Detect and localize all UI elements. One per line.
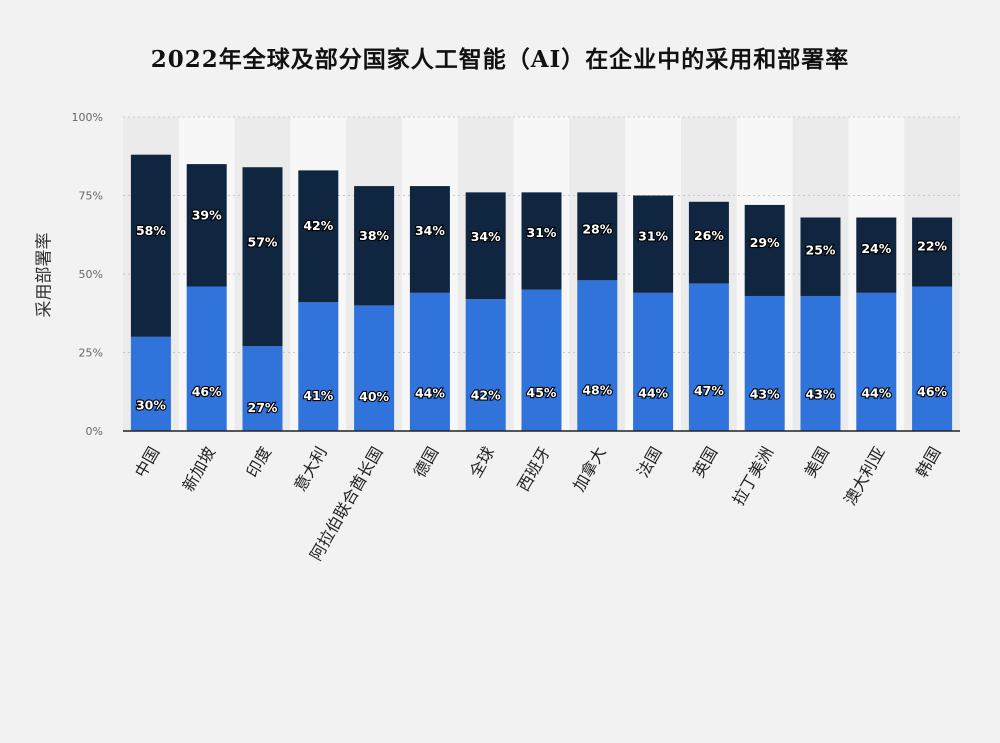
bar-segment-lower — [577, 280, 618, 431]
x-category-label: 法国 — [633, 444, 665, 481]
data-label: 27% — [248, 400, 278, 415]
bar-segment-upper — [354, 186, 395, 306]
bar-segment-lower — [912, 286, 953, 431]
bar-segment-upper — [800, 217, 841, 296]
data-label: 24% — [861, 241, 891, 256]
data-label: 28% — [582, 221, 612, 236]
bar-segment-lower — [856, 292, 897, 431]
x-category-label: 意大利 — [290, 444, 330, 495]
data-label: 44% — [861, 386, 891, 401]
y-tick-label: 25% — [79, 347, 103, 360]
data-label: 34% — [415, 223, 445, 238]
x-category-label: 拉丁美洲 — [729, 444, 777, 509]
x-category-label: 全球 — [466, 444, 498, 481]
bar-segment-lower — [186, 286, 227, 431]
data-label: 34% — [471, 229, 501, 244]
data-label: 31% — [638, 228, 668, 243]
data-label: 43% — [750, 387, 780, 402]
data-label: 46% — [192, 384, 222, 399]
data-label: 25% — [806, 242, 836, 257]
data-label: 22% — [917, 238, 947, 253]
bar-segment-upper — [465, 192, 506, 300]
x-category-label: 美国 — [801, 444, 833, 481]
bar-segment-upper — [633, 195, 674, 293]
x-category-label: 加拿大 — [569, 444, 609, 495]
bar-segment-lower — [800, 295, 841, 431]
bar-segment-lower — [130, 336, 171, 431]
bar-segment-lower — [744, 295, 785, 431]
data-label: 29% — [750, 235, 780, 250]
data-label: 40% — [359, 389, 389, 404]
bar-segment-lower — [298, 302, 339, 431]
bar-segment-upper — [521, 192, 562, 290]
bar-segment-lower — [521, 289, 562, 431]
bar-segment-upper — [744, 204, 785, 296]
x-category-label: 澳大利亚 — [840, 444, 888, 509]
bar-segment-upper — [856, 217, 897, 293]
data-label: 44% — [638, 386, 668, 401]
bar-segment-lower — [688, 283, 729, 431]
bar-segment-lower — [465, 299, 506, 431]
y-tick-label: 50% — [79, 268, 103, 281]
data-label: 47% — [694, 383, 724, 398]
data-label: 39% — [192, 208, 222, 223]
data-label: 44% — [415, 386, 445, 401]
data-label: 46% — [917, 384, 947, 399]
x-category-label: 中国 — [131, 444, 163, 481]
data-label: 43% — [806, 387, 836, 402]
bar-segment-upper — [409, 186, 450, 293]
y-tick-label: 0% — [86, 425, 103, 438]
data-label: 30% — [136, 398, 166, 413]
data-label: 58% — [136, 223, 166, 238]
x-category-label: 新加坡 — [179, 444, 219, 495]
bar-segment-upper — [298, 170, 339, 303]
bar-segment-lower — [242, 346, 283, 431]
x-category-label: 西班牙 — [514, 444, 554, 495]
y-tick-label: 75% — [79, 190, 103, 203]
x-category-label: 印度 — [243, 444, 275, 481]
data-label: 26% — [694, 228, 724, 243]
data-label: 57% — [248, 234, 278, 249]
data-label: 42% — [303, 218, 333, 233]
bar-segment-lower — [354, 305, 395, 431]
bar-segment-lower — [409, 292, 450, 431]
bar-segment-upper — [186, 164, 227, 287]
bar-segment-upper — [242, 167, 283, 347]
x-category-label: 德国 — [410, 444, 442, 481]
data-label: 48% — [582, 382, 612, 397]
data-label: 31% — [527, 225, 557, 240]
x-category-label: 英国 — [689, 444, 721, 481]
data-label: 38% — [359, 228, 389, 243]
data-label: 42% — [471, 387, 501, 402]
bar-segment-lower — [633, 292, 674, 431]
chart-title: 2022年全球及部分国家人工智能（AI）在企业中的采用和部署率 — [150, 46, 850, 73]
data-label: 41% — [303, 388, 333, 403]
bar-segment-upper — [130, 154, 171, 337]
bar-segment-upper — [912, 217, 953, 287]
bar-segment-upper — [688, 201, 729, 284]
y-tick-label: 100% — [72, 111, 103, 124]
x-category-label: 韩国 — [912, 444, 944, 481]
bar-segment-upper — [577, 192, 618, 281]
data-label: 45% — [527, 385, 557, 400]
